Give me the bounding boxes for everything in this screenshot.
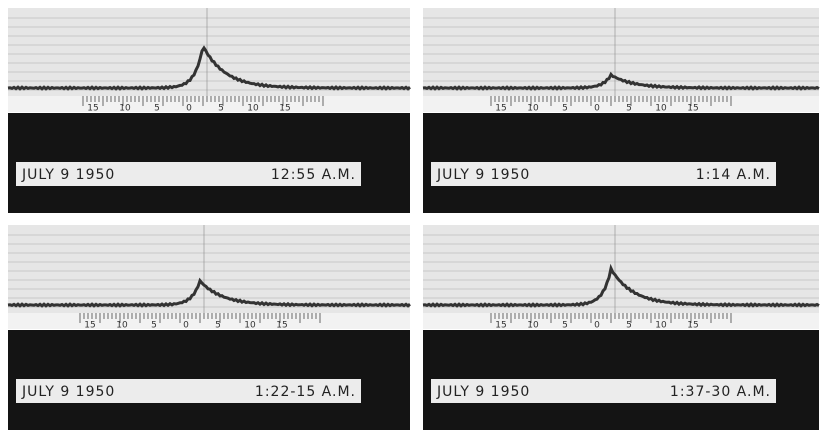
panel: 15 10 5 0 5 10 15 JULY 9 1950 1:14 A.M. <box>422 8 820 213</box>
scale-label: 5 <box>215 321 221 331</box>
date-label: JULY 9 1950 <box>436 167 530 183</box>
panel: 15 10 5 0 5 10 15 JULY 9 1950 12:55 A.M. <box>7 8 411 213</box>
scale-label: 10 <box>119 104 131 114</box>
panel: 15 10 5 0 5 10 15 JULY 9 1950 1:22-15 A.M. <box>7 225 411 430</box>
trace <box>7 45 411 91</box>
scale-label: 5 <box>151 321 157 331</box>
scale-strip <box>8 96 410 112</box>
scale-label: 15 <box>495 104 506 114</box>
label-box <box>16 162 361 186</box>
scale-label: 0 <box>594 321 600 331</box>
time-label: 1:14 A.M. <box>696 167 771 183</box>
time-label: 1:22-15 A.M. <box>255 384 356 400</box>
time-label: 12:55 A.M. <box>271 167 356 183</box>
scale-label: 0 <box>183 321 189 331</box>
trace <box>422 263 820 308</box>
scale-label: 10 <box>244 321 256 331</box>
scale-label: 15 <box>495 321 506 331</box>
screen <box>423 225 819 325</box>
scale-label: 5 <box>626 321 632 331</box>
scale-label: 0 <box>186 104 192 114</box>
scale-label: 10 <box>116 321 128 331</box>
label-box <box>431 162 776 186</box>
scale-strip <box>423 96 819 112</box>
date-label: JULY 9 1950 <box>21 167 115 183</box>
scale-label: 5 <box>154 104 160 114</box>
label-box <box>431 379 776 403</box>
screen <box>8 225 410 325</box>
trace <box>422 71 820 91</box>
date-label: JULY 9 1950 <box>436 384 530 400</box>
scale-label: 5 <box>562 321 568 331</box>
scale-label: 0 <box>594 104 600 114</box>
scale-label: 5 <box>218 104 224 114</box>
scale-label: 10 <box>655 321 667 331</box>
scale-label: 15 <box>276 321 287 331</box>
scale-label: 5 <box>626 104 632 114</box>
scale-strip <box>8 313 410 329</box>
scale-label: 10 <box>527 321 539 331</box>
scale-label: 15 <box>687 104 698 114</box>
scale-label: 15 <box>84 321 95 331</box>
time-label: 1:37-30 A.M. <box>670 384 771 400</box>
scale-label: 15 <box>279 104 290 114</box>
scale-label: 15 <box>87 104 98 114</box>
label-box <box>16 379 361 403</box>
scale-label: 10 <box>247 104 259 114</box>
scale-label: 15 <box>687 321 698 331</box>
scale-label: 10 <box>527 104 539 114</box>
scale-label: 10 <box>655 104 667 114</box>
scale-strip <box>423 313 819 329</box>
date-label: JULY 9 1950 <box>21 384 115 400</box>
panel: 15 10 5 0 5 10 15 JULY 9 1950 1:37-30 A.M. <box>422 225 820 430</box>
trace <box>7 277 411 308</box>
scale-label: 5 <box>562 104 568 114</box>
screen <box>423 8 819 108</box>
